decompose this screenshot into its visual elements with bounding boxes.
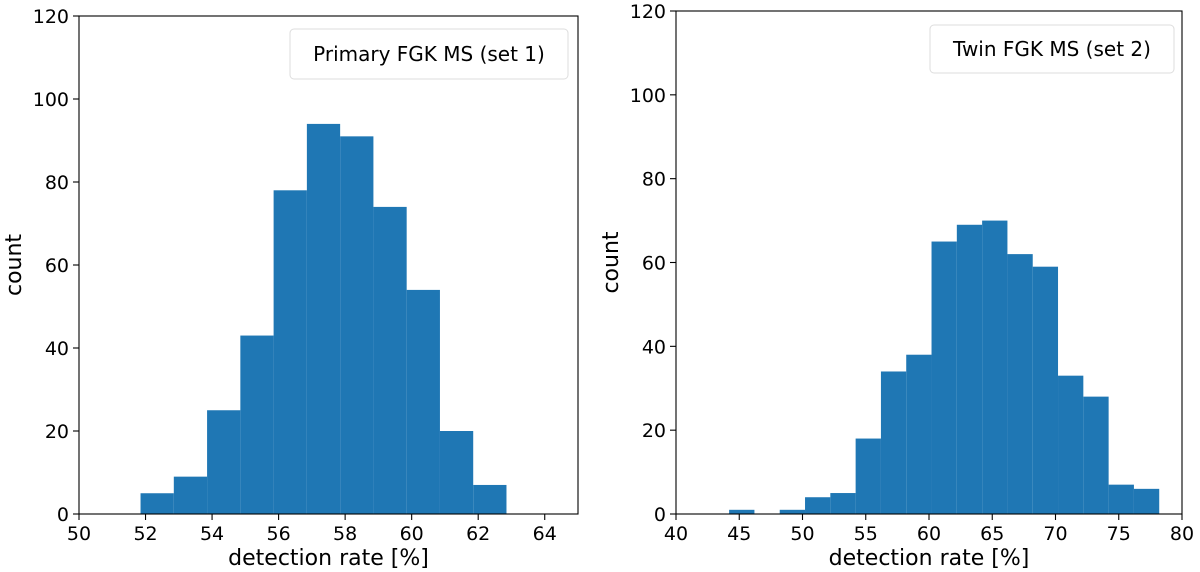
right-legend: Twin FGK MS (set 2) [929, 24, 1175, 74]
right-y-tick-label-6: 120 [630, 1, 666, 23]
right-bar-12 [1032, 266, 1059, 514]
right-y-axis-label: count [599, 231, 624, 293]
right-axes-frame [675, 10, 1183, 515]
right-y-tick-label-4: 80 [642, 169, 666, 191]
left-y-tick-label-2: 40 [45, 338, 69, 360]
right-bar-8 [931, 241, 957, 514]
left-axes-frame [78, 15, 579, 515]
left-y-ticks: 0 20 40 60 80 100 120 [33, 6, 79, 526]
right-bar-9 [956, 224, 983, 514]
right-bar-13 [1058, 375, 1084, 514]
right-bars [729, 220, 1160, 515]
right-y-tick-label-3: 60 [642, 253, 666, 275]
right-bar-5 [855, 438, 881, 514]
right-bar-0 [729, 509, 755, 514]
right-x-tick-label-2: 50 [790, 523, 814, 545]
right-x-tick-label-5: 65 [980, 523, 1004, 545]
right-y-tick-label-0: 0 [654, 504, 666, 526]
left-y-tick-label-3: 60 [45, 255, 69, 277]
left-bar-1 [173, 476, 208, 514]
right-bar-7 [906, 354, 932, 514]
right-y-tick-label-2: 40 [642, 336, 666, 358]
left-bar-8 [406, 289, 440, 514]
left-bar-3 [240, 335, 274, 514]
right-bar-6 [880, 371, 907, 514]
right-legend-label: Twin FGK MS (set 2) [952, 37, 1151, 61]
left-bar-0 [140, 493, 174, 514]
right-bar-2 [779, 509, 806, 514]
right-x-tick-label-3: 55 [854, 523, 878, 545]
left-bars [140, 123, 507, 515]
left-y-tick-label-1: 20 [45, 421, 69, 443]
right-x-ticks: 40 45 50 55 60 65 70 75 80 [664, 514, 1194, 545]
right-x-axis-label: detection rate [%] [829, 546, 1030, 571]
left-bar-10 [473, 484, 507, 514]
right-bar-4 [830, 493, 856, 514]
right-x-tick-label-7: 75 [1107, 523, 1131, 545]
left-y-axis-label: count [2, 234, 27, 296]
right-y-tick-label-5: 100 [630, 85, 666, 107]
left-x-tick-label-2: 54 [200, 523, 224, 545]
left-histogram-panel: 50 52 54 56 58 60 62 64 0 20 40 60 80 100 120 detecti… [2, 6, 579, 571]
right-x-tick-label-8: 80 [1170, 523, 1194, 545]
right-bar-11 [1007, 254, 1033, 514]
right-bar-14 [1083, 396, 1109, 514]
left-y-tick-label-4: 80 [45, 172, 69, 194]
left-x-axis-label: detection rate [%] [228, 546, 429, 571]
left-x-tick-label-7: 64 [533, 523, 557, 545]
right-x-tick-label-1: 45 [727, 523, 751, 545]
right-histogram-panel: 40 45 50 55 60 65 70 75 80 0 20 40 60 80 100 120 detec… [599, 1, 1194, 571]
right-bar-3 [805, 497, 831, 514]
left-x-tick-label-0: 50 [67, 523, 91, 545]
left-x-ticks: 50 52 54 56 58 60 62 64 [67, 514, 557, 545]
right-bar-16 [1133, 488, 1160, 514]
right-x-tick-label-6: 70 [1043, 523, 1067, 545]
right-y-tick-label-1: 20 [642, 420, 666, 442]
left-bar-2 [207, 410, 241, 514]
left-x-tick-label-5: 60 [400, 523, 424, 545]
left-bar-5 [306, 123, 341, 515]
left-legend-label: Primary FGK MS (set 1) [313, 42, 545, 66]
left-bar-7 [373, 206, 407, 514]
left-legend-box [289, 28, 569, 80]
left-x-tick-label-6: 62 [466, 523, 490, 545]
right-legend-box [929, 24, 1175, 74]
left-x-tick-label-4: 58 [333, 523, 357, 545]
left-y-tick-label-0: 0 [57, 504, 69, 526]
left-bar-4 [273, 190, 307, 515]
right-x-tick-label-4: 60 [917, 523, 941, 545]
right-bar-15 [1108, 484, 1134, 514]
left-bar-6 [340, 136, 374, 514]
right-bar-10 [982, 220, 1008, 515]
left-bar-9 [439, 431, 474, 514]
right-x-tick-label-0: 40 [664, 523, 688, 545]
left-y-tick-label-6: 120 [33, 6, 69, 28]
left-x-tick-label-1: 52 [133, 523, 157, 545]
right-y-ticks: 0 20 40 60 80 100 120 [630, 1, 676, 526]
left-legend: Primary FGK MS (set 1) [289, 28, 569, 80]
left-x-tick-label-3: 56 [267, 523, 291, 545]
left-y-tick-label-5: 100 [33, 89, 69, 111]
